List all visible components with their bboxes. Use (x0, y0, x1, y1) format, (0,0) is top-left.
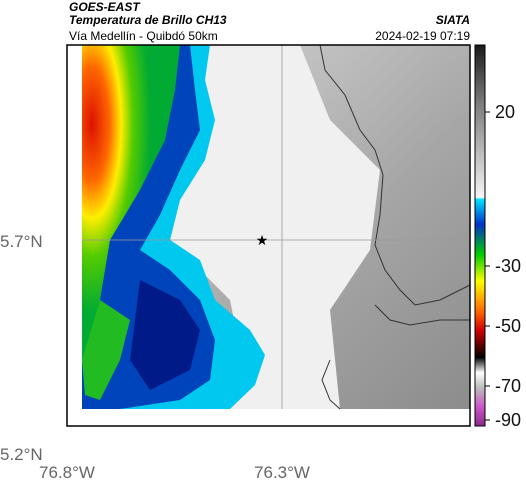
map-frame (66, 44, 471, 427)
river-line (321, 359, 341, 410)
colorbar-tick-minus70: -70 (495, 376, 521, 396)
lon-label-76-8: 76.8°W (39, 463, 95, 482)
cold-cloud-core (82, 45, 180, 360)
colorbar-tick-20: 20 (495, 102, 515, 122)
country-border (319, 44, 471, 306)
lat-label-5-7: 5.7°N (0, 232, 43, 251)
location-star-icon: ★ (256, 232, 269, 248)
lon-label-76-3: 76.3°W (254, 463, 310, 482)
cold-cloud-green (82, 300, 130, 400)
colorbar-tick-minus30: -30 (495, 256, 521, 276)
colorbar-strip (474, 44, 486, 427)
agency-label: SIATA (435, 13, 470, 27)
colorbar-tick-minus50: -50 (495, 316, 521, 336)
colorbar-tick-minus90: -90 (495, 410, 521, 430)
datetime-label: 2024-02-19 07:19 (375, 29, 470, 43)
white-cloud-zone (170, 45, 380, 409)
satellite-title: GOES-EAST (69, 0, 140, 14)
satellite-map[interactable]: ★ (66, 44, 471, 427)
product-title: Temperatura de Brillo CH13 (69, 13, 227, 27)
colorbar: 20 -30 -50 -70 -90 (474, 44, 521, 430)
region-subtitle: Vía Medellín - Quibdó 50km (69, 29, 218, 43)
cold-cloud-navy (130, 280, 200, 390)
lat-label-5-2: 5.2°N (0, 445, 43, 464)
department-border (374, 304, 470, 326)
